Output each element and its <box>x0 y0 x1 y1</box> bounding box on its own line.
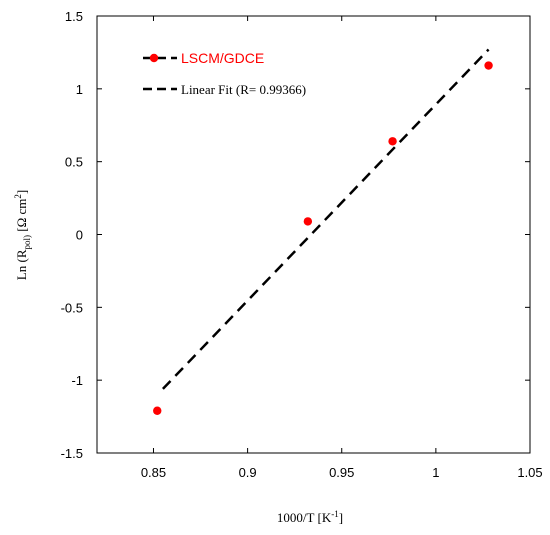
y-axis-title-sup: 2 <box>13 194 23 199</box>
y-axis-title: Ln (Rpol) [Ω cm2] <box>13 190 32 280</box>
plot-frame <box>96 15 531 454</box>
axes: 0.85 0.9 0.95 1 1.05 -1.5 -1 -0.5 0 0.5 1 1.5 <box>61 9 543 480</box>
y-tick-label: 1.5 <box>65 9 83 24</box>
y-axis-title-sub: pol) <box>22 235 32 250</box>
y-tick-label: 1 <box>76 82 83 97</box>
y-tick-label: -1 <box>71 373 83 388</box>
y-axis-title-base: Ln (R <box>14 249 29 280</box>
legend-label-linear-fit: Linear Fit (R= 0.99366) <box>181 82 306 97</box>
x-axis-title-base: 1000/T [K <box>277 510 332 525</box>
legend-marker-lscm-gdce <box>149 53 159 63</box>
y-tick-label: -1.5 <box>61 446 83 461</box>
data-point <box>484 61 493 70</box>
x-tick-label: 1.05 <box>517 465 542 480</box>
x-tick-label: 0.85 <box>141 465 166 480</box>
x-axis-title-sup: -1 <box>331 509 339 519</box>
x-tick-label: 0.9 <box>239 465 257 480</box>
fit-line <box>161 48 490 390</box>
y-axis-title-end: ] <box>14 190 29 194</box>
data-point <box>153 406 162 415</box>
y-tick-label: 0 <box>76 228 83 243</box>
data-point <box>303 217 313 226</box>
legend: LSCM/GDCE Linear Fit (R= 0.99366) <box>143 50 306 97</box>
x-tick-label: 0.95 <box>329 465 354 480</box>
data-point <box>388 137 397 146</box>
y-tick-label: 0.5 <box>65 155 83 170</box>
x-axis-title-end: ] <box>339 510 343 525</box>
legend-label-lscm-gdce: LSCM/GDCE <box>181 50 264 66</box>
plot-area <box>153 48 493 415</box>
x-tick-label: 1 <box>432 465 439 480</box>
y-tick-label: -0.5 <box>61 300 83 315</box>
y-axis-title-mid: [Ω cm <box>14 199 29 235</box>
x-axis-title: 1000/T [K-1] <box>277 509 343 525</box>
